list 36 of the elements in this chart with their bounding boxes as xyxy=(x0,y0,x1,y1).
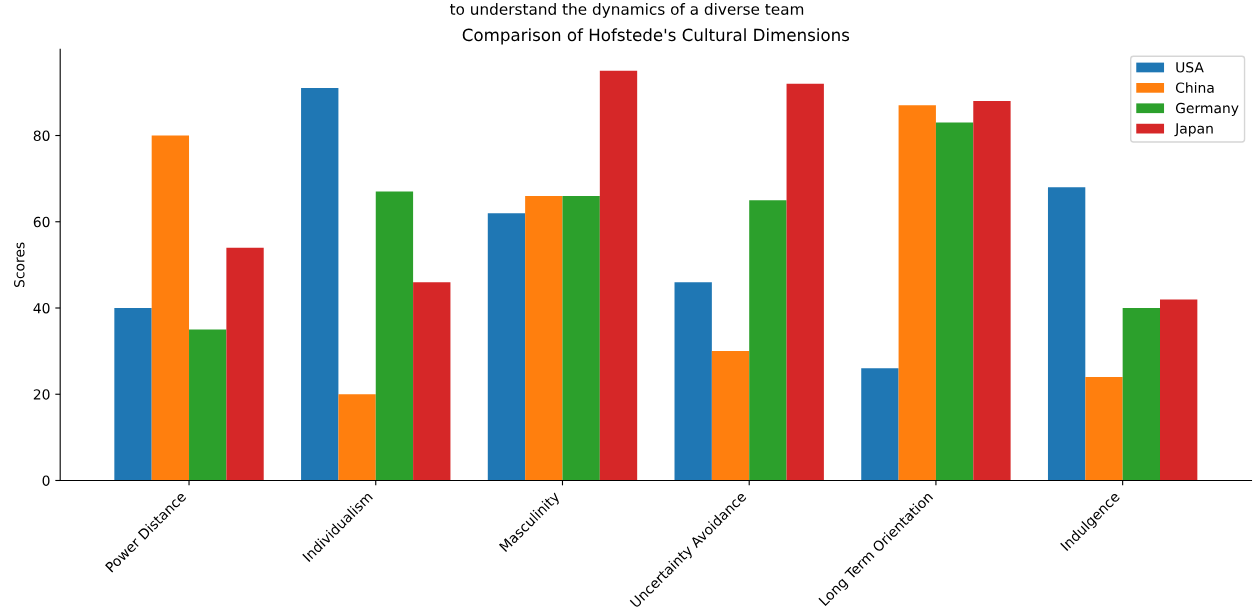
bar xyxy=(562,195,600,481)
bar xyxy=(338,394,376,481)
y-tick-label: 40 xyxy=(33,302,50,314)
bar xyxy=(935,122,974,481)
bar xyxy=(786,83,824,481)
bar xyxy=(973,101,1011,481)
bar xyxy=(861,368,899,481)
bar xyxy=(1160,299,1198,481)
bar xyxy=(898,105,936,481)
bar xyxy=(674,282,712,481)
bar xyxy=(1085,376,1123,481)
legend-label: Japan xyxy=(1174,123,1213,137)
y-tick-label: 20 xyxy=(33,389,50,400)
legend-label: Germany xyxy=(1175,102,1239,116)
bar xyxy=(599,70,638,481)
y-tick-label: 0 xyxy=(42,475,50,486)
y-axis-title: Scores xyxy=(14,242,25,288)
bar xyxy=(226,247,264,481)
text: to understand the dynamics of a diverse team xyxy=(449,3,804,18)
bar xyxy=(1047,187,1086,481)
bar xyxy=(375,191,414,481)
chart-title: Comparison of Hofstede's Cultural Dimensions xyxy=(462,28,850,45)
legend-label: China xyxy=(1175,82,1214,93)
bar xyxy=(114,308,152,481)
y-tick-label: 80 xyxy=(33,130,50,141)
bar xyxy=(749,200,787,481)
bar xyxy=(487,213,526,481)
bar xyxy=(189,329,227,481)
bar xyxy=(525,195,563,481)
legend-label: USA xyxy=(1176,62,1204,73)
bar xyxy=(1122,308,1160,481)
bar xyxy=(151,135,190,481)
bar xyxy=(711,351,750,481)
bar xyxy=(301,88,339,481)
bar xyxy=(413,282,451,481)
y-tick-label: 60 xyxy=(33,216,50,228)
